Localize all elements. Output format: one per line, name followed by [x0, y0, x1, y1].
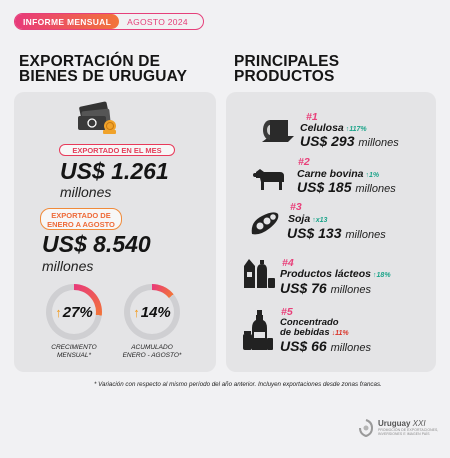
- product-1-rank: #1: [306, 111, 318, 123]
- left-title-line1: EXPORTACIÓN DE: [19, 53, 161, 70]
- product-3-value: US$ 133: [287, 225, 342, 241]
- month-export-value: US$ 1.261: [60, 158, 169, 184]
- product-1-change-value: 117%: [349, 126, 367, 133]
- ytd-label-line1: EXPORTADO DE: [51, 211, 111, 220]
- product-5-name-line2: de bebidas: [280, 327, 330, 338]
- report-type-label: INFORME MENSUAL: [15, 14, 120, 29]
- right-title-line1: PRINCIPALES: [234, 53, 340, 70]
- product-4-value-row: US$ 76 millones: [280, 280, 371, 296]
- ytd-export-unit: millones: [42, 258, 94, 274]
- up-arrow-icon: ↑: [55, 304, 62, 320]
- ytd-growth-donut: ↑ 14%: [124, 284, 180, 340]
- right-section-title: PRINCIPALES PRODUCTOS: [234, 53, 340, 85]
- product-1-change: ↑117%: [345, 126, 367, 133]
- product-1-value: US$ 293: [300, 133, 355, 149]
- product-2-value: US$ 185: [297, 179, 352, 195]
- product-2-change-value: 1%: [369, 172, 380, 179]
- product-5-value-row: US$ 66 millones: [280, 338, 371, 354]
- monthly-growth-value: 27%: [62, 303, 93, 321]
- product-2-rank: #2: [298, 156, 310, 168]
- ytd-label-line2: ENERO A AGOSTO: [47, 220, 115, 229]
- logo-sub-line2: INVERSIONES E IMAGEN PAÍS: [378, 432, 430, 436]
- ytd-growth-value: 14%: [140, 303, 171, 321]
- ytd-growth-label-line2: ENERO - AGOSTO*: [122, 352, 182, 359]
- monthly-growth-donut: ↑ 27%: [46, 284, 102, 340]
- month-export-unit: millones: [60, 184, 112, 200]
- monthly-growth-label-line1: CRECIMIENTO: [51, 344, 97, 351]
- product-5-name-row: Concentrado de bebidas ↓11%: [280, 318, 349, 339]
- product-3-change: ↑x13: [312, 217, 328, 224]
- product-4-value: US$ 76: [280, 280, 327, 296]
- ytd-growth-label-line1: ACUMULADO: [131, 344, 173, 351]
- product-1-name: Celulosa: [300, 122, 344, 134]
- report-header-badge: INFORME MENSUAL AGOSTO 2024: [14, 13, 204, 30]
- uruguay-xxi-emblem-icon: [359, 419, 374, 438]
- monthly-growth-label: CRECIMIENTO MENSUAL*: [34, 344, 114, 360]
- footnote: * Variación con respecto al mismo períod…: [94, 381, 382, 388]
- product-2-name: Carne bovina: [297, 168, 364, 180]
- ytd-growth-label: ACUMULADO ENERO - AGOSTO*: [112, 344, 192, 360]
- report-period-label: AGOSTO 2024: [127, 17, 188, 27]
- product-5-rank: #5: [281, 306, 293, 318]
- product-3-name: Soja: [288, 213, 311, 225]
- up-arrow-icon: ↑: [133, 304, 140, 320]
- dairy-icon: [244, 259, 275, 288]
- product-2-value-row: US$ 185 millones: [297, 179, 396, 195]
- exports-panel: [14, 92, 216, 372]
- product-3-name-row: Soja ↑x13: [288, 214, 327, 226]
- product-5-change: ↓11%: [331, 330, 349, 337]
- product-4-change-value: 18%: [376, 272, 391, 279]
- product-5-change-value: 11%: [335, 330, 349, 337]
- left-title-line2: BIENES DE URUGUAY: [19, 68, 188, 85]
- product-2-unit: millones: [355, 183, 396, 195]
- product-5-name-line1: Concentrado: [280, 317, 339, 328]
- uruguay-xxi-logo: Uruguay XXI PROMOCIÓN DE EXPORTACIONES, …: [358, 418, 438, 438]
- product-4-unit: millones: [330, 284, 371, 296]
- left-section-title: EXPORTACIÓN DE BIENES DE URUGUAY: [19, 53, 188, 85]
- product-2-name-row: Carne bovina ↑1%: [297, 169, 379, 181]
- right-title-line2: PRODUCTOS: [234, 68, 335, 85]
- monthly-growth-label-line2: MENSUAL*: [57, 352, 91, 359]
- product-3-rank: #3: [290, 201, 302, 213]
- soy-icon: [251, 212, 279, 235]
- product-1-value-row: US$ 293 millones: [300, 133, 399, 149]
- logo-name-bold: Uruguay: [378, 419, 411, 428]
- beverage-icon: [243, 310, 273, 350]
- money-stack-icon: [78, 101, 116, 134]
- product-3-change-value: x13: [315, 217, 328, 224]
- logo-name-rest: XXI: [410, 419, 426, 428]
- product-3-value-row: US$ 133 millones: [287, 225, 386, 241]
- month-export-pill: EXPORTADO EN EL MES: [59, 144, 175, 156]
- product-4-rank: #4: [282, 257, 294, 269]
- cow-icon: [253, 169, 284, 190]
- product-1-name-row: Celulosa ↑117%: [300, 123, 367, 135]
- product-5-value: US$ 66: [280, 338, 327, 354]
- logo-sub-line1: PROMOCIÓN DE EXPORTACIONES,: [378, 428, 439, 432]
- product-4-change: ↑18%: [373, 272, 391, 279]
- product-4-name-row: Productos lácteos ↑18%: [280, 269, 391, 281]
- product-4-name: Productos lácteos: [280, 268, 372, 280]
- product-5-unit: millones: [330, 342, 371, 354]
- pulp-roll-icon: [262, 120, 294, 142]
- product-1-unit: millones: [358, 137, 399, 149]
- ytd-export-pill: EXPORTADO DE ENERO A AGOSTO: [40, 208, 122, 230]
- product-2-change: ↑1%: [365, 172, 380, 179]
- ytd-export-value: US$ 8.540: [42, 231, 151, 257]
- product-3-unit: millones: [345, 229, 386, 241]
